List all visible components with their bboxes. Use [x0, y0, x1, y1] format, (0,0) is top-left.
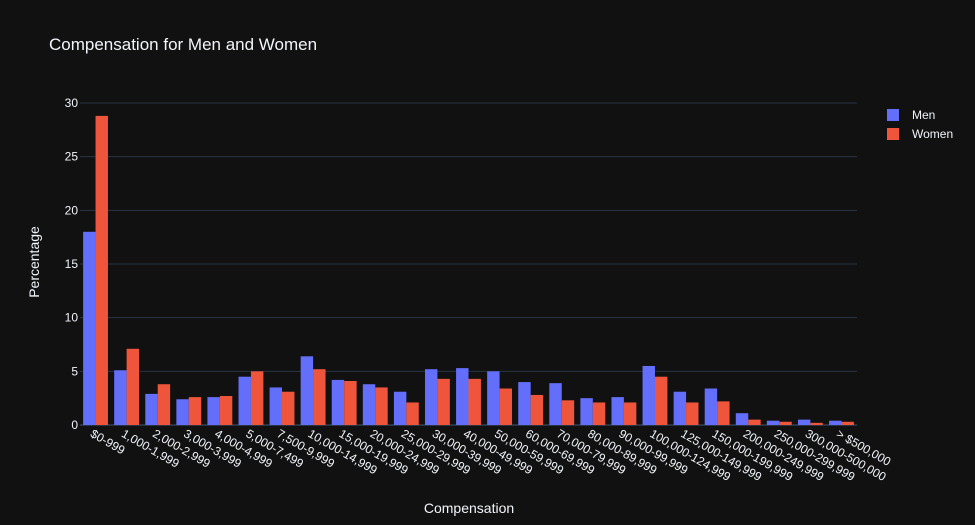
bar-women[interactable]	[499, 388, 513, 425]
bar-women[interactable]	[686, 402, 699, 425]
bar-women[interactable]	[561, 400, 575, 425]
legend-swatch	[887, 128, 899, 140]
bar-men[interactable]	[642, 365, 655, 425]
y-axis-ticks: 0 5 10 15 20 25 30	[65, 96, 79, 432]
bar-women[interactable]	[188, 397, 202, 425]
bar-men[interactable]	[207, 397, 220, 425]
y-tick-label: 0	[71, 418, 78, 432]
bar-women[interactable]	[623, 402, 637, 425]
bar-men[interactable]	[362, 384, 376, 425]
y-tick-label: 30	[65, 96, 79, 110]
x-axis-title: Compensation	[424, 500, 514, 516]
bar-women[interactable]	[592, 402, 606, 425]
bar-men[interactable]	[269, 387, 283, 425]
x-axis-ticks: $0-9991,000-1,9992,000-2,9993,000-3,9994…	[88, 426, 894, 484]
bar-women[interactable]	[95, 115, 108, 425]
bar-women[interactable]	[717, 401, 730, 425]
bar-women[interactable]	[654, 376, 668, 425]
y-tick-label: 10	[65, 311, 79, 325]
bar-women[interactable]	[841, 421, 854, 425]
legend-item-women[interactable]: Women	[887, 127, 953, 141]
bar-women[interactable]	[748, 419, 761, 425]
bar-men[interactable]	[673, 391, 687, 425]
bar-men[interactable]	[456, 368, 469, 425]
bar-women[interactable]	[157, 384, 171, 425]
bar-men[interactable]	[580, 398, 593, 425]
bar-men[interactable]	[331, 379, 345, 425]
y-tick-label: 25	[65, 150, 79, 164]
bar-women[interactable]	[468, 378, 481, 425]
y-tick-label: 15	[65, 257, 79, 271]
bar-men[interactable]	[114, 370, 127, 425]
bars	[83, 115, 854, 425]
legend-label: Women	[912, 127, 953, 141]
y-axis-title: Percentage	[26, 226, 42, 298]
bar-men[interactable]	[424, 369, 438, 425]
y-tick-label: 5	[71, 364, 78, 378]
bar-men[interactable]	[393, 391, 407, 425]
bar-men[interactable]	[238, 376, 251, 425]
bar-women[interactable]	[219, 396, 233, 425]
bar-women[interactable]	[406, 402, 419, 425]
bar-women[interactable]	[344, 380, 357, 425]
bar-women[interactable]	[437, 378, 450, 425]
bar-men[interactable]	[549, 383, 562, 425]
bar-men[interactable]	[797, 419, 811, 425]
bar-men[interactable]	[766, 420, 780, 425]
legend-swatch	[887, 109, 899, 121]
bar-men[interactable]	[829, 420, 842, 425]
bar-women[interactable]	[250, 371, 264, 425]
bar-women[interactable]	[282, 391, 295, 425]
y-tick-label: 20	[65, 203, 79, 217]
bar-men[interactable]	[704, 388, 718, 425]
bar-women[interactable]	[375, 387, 388, 425]
bar-men[interactable]	[518, 382, 531, 425]
bar-men[interactable]	[145, 393, 158, 425]
bar-men[interactable]	[611, 397, 624, 425]
bar-men[interactable]	[83, 231, 96, 425]
bar-women[interactable]	[313, 369, 326, 425]
x-tick-label: $0-999	[88, 426, 128, 457]
bar-men[interactable]	[176, 399, 189, 425]
bar-women[interactable]	[530, 394, 544, 425]
bar-women[interactable]	[810, 422, 823, 425]
bar-women[interactable]	[126, 348, 140, 425]
legend-label: Men	[912, 108, 935, 122]
bar-men[interactable]	[487, 371, 500, 425]
legend[interactable]: Men Women	[887, 108, 953, 141]
chart-title: Compensation for Men and Women	[49, 35, 317, 54]
legend-item-men[interactable]: Men	[887, 108, 935, 122]
bar-men[interactable]	[735, 413, 749, 425]
bar-men[interactable]	[300, 356, 314, 425]
bar-women[interactable]	[779, 421, 792, 425]
